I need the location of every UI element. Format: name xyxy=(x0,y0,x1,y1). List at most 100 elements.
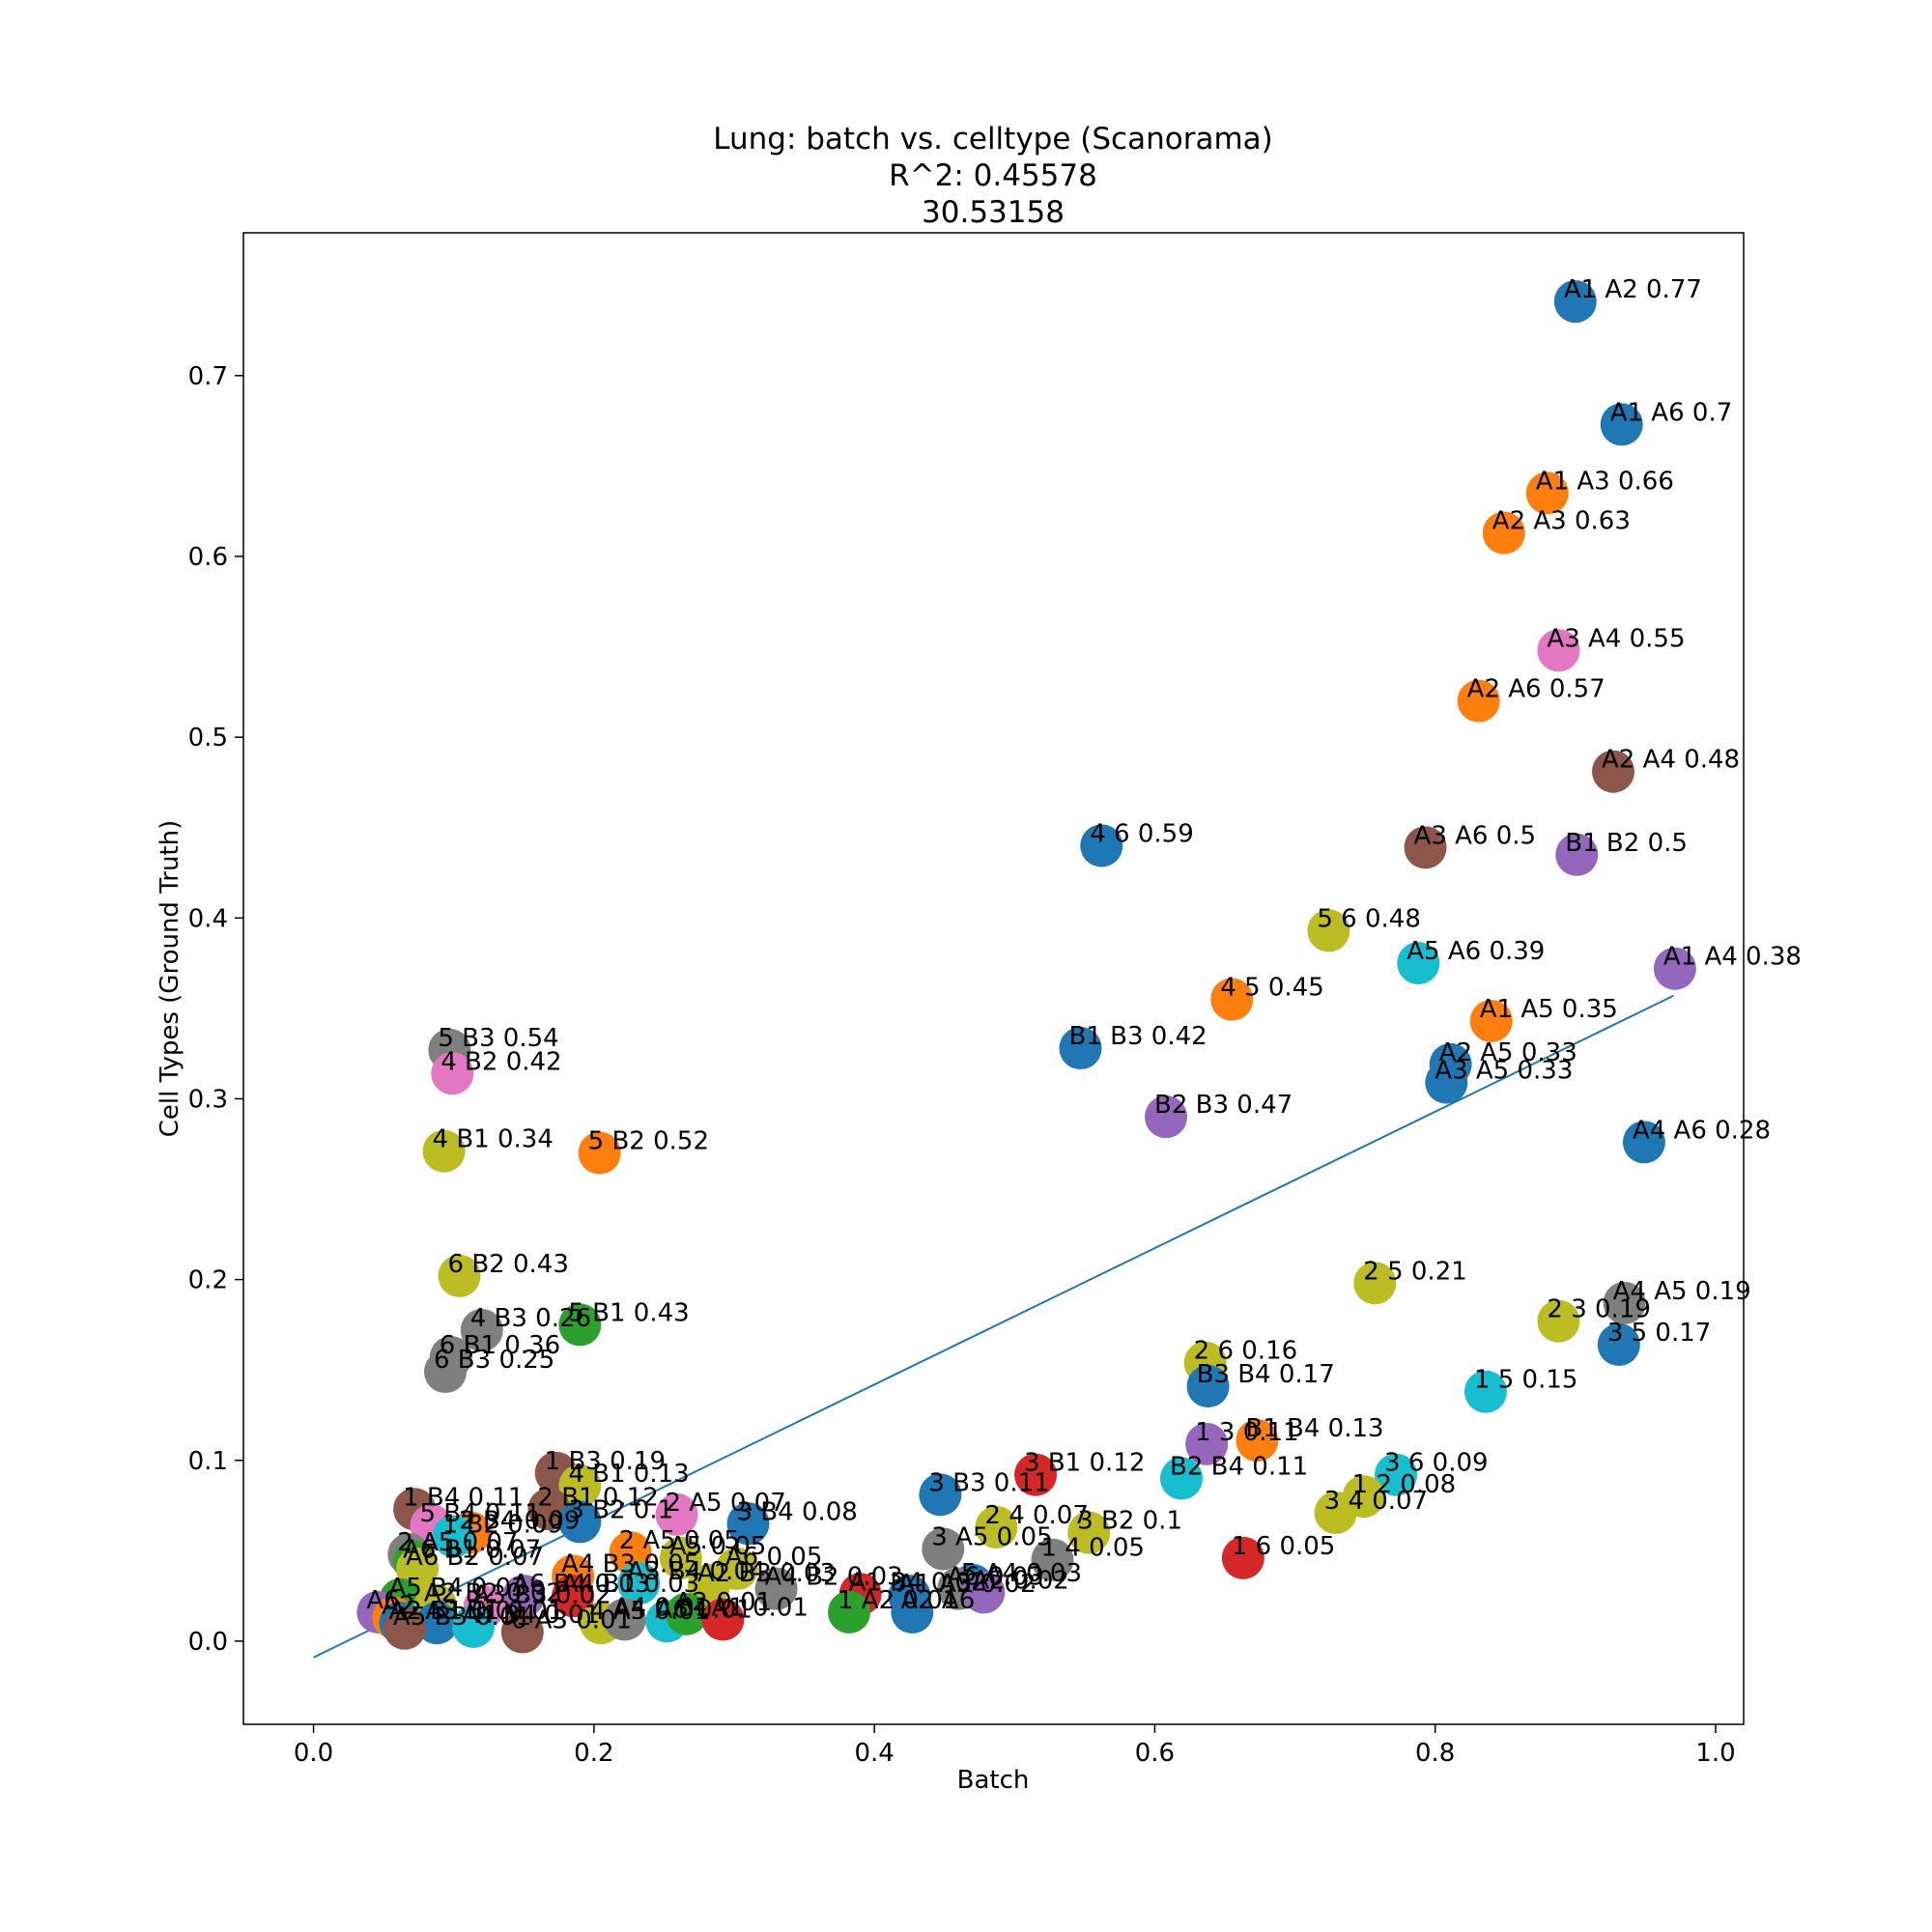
y-tick-label: 0.1 xyxy=(188,1447,228,1476)
scatter-point xyxy=(1537,629,1580,672)
plot-area: A1 A2 0.77 A1 A6 0.7 A1 A3 0.66 A2 A3 0.63 A… xyxy=(313,275,1802,1659)
scatter-point xyxy=(1159,1457,1203,1500)
point-label: 4 6 0.59 xyxy=(1090,819,1194,848)
scatter-point xyxy=(1031,1538,1074,1581)
scatter-point xyxy=(1457,679,1500,723)
point-label: A2 A4 0.48 xyxy=(1602,746,1740,775)
point-label: A2 A6 0.57 xyxy=(1467,675,1605,704)
point-label: 1 5 0.15 xyxy=(1474,1366,1578,1395)
point-label: A3 A5 0.33 xyxy=(1435,1057,1573,1086)
scatter-point xyxy=(1210,978,1254,1021)
scatter-point xyxy=(1397,942,1440,985)
y-tick-label: 0.7 xyxy=(188,362,228,391)
x-tick-label: 0.0 xyxy=(294,1739,333,1768)
point-label: 4 B1 0.34 xyxy=(433,1125,554,1154)
point-label: A1 A5 0.35 xyxy=(1480,995,1618,1024)
point-label: A4 A5 0.19 xyxy=(1613,1277,1751,1306)
scatter-point xyxy=(1482,511,1525,554)
point-label: A3 B4 0.04 xyxy=(627,1557,765,1586)
point-label: A6 xyxy=(366,1586,399,1615)
point-label: A1 A6 0.7 xyxy=(1610,398,1733,427)
point-label: 6 B2 0.43 xyxy=(448,1250,569,1279)
point-label: B1 B3 0.42 xyxy=(1068,1022,1207,1051)
point-label: 3 B3 0.11 xyxy=(928,1468,1049,1497)
point-label: 1 2 0.08 xyxy=(1352,1470,1457,1499)
x-tick-label: 0.6 xyxy=(1135,1739,1175,1768)
point-label: A1 B4 0.02 xyxy=(849,1568,987,1597)
y-tick-label: 0.2 xyxy=(188,1266,228,1295)
point-label: A4 B2 0.03 xyxy=(765,1563,903,1592)
scatter-point xyxy=(1404,826,1447,869)
point-label: 3 4 0.07 xyxy=(1324,1487,1429,1516)
point-label: A2 0.02 xyxy=(972,1566,1068,1595)
x-tick-label: 0.8 xyxy=(1415,1739,1455,1768)
point-label: 2 6 0.16 xyxy=(1194,1337,1298,1366)
point-label: A2 B2 0.02 xyxy=(424,1578,562,1607)
scatter-point xyxy=(1555,833,1599,876)
point-label: 2 4 0.07 xyxy=(984,1501,1089,1530)
point-label: A6 B4 0.03 xyxy=(512,1570,650,1599)
point-label: 4 B3 0.26 xyxy=(470,1304,591,1333)
scatter-point xyxy=(1185,1422,1229,1465)
scatter-point xyxy=(1314,1492,1357,1535)
point-label: B3 B4 0.17 xyxy=(1197,1360,1335,1389)
scatter-point xyxy=(1537,1299,1580,1343)
point-label: A1 A3 0.66 xyxy=(1536,467,1674,496)
scatter-point xyxy=(438,1254,481,1297)
x-tick-label: 0.2 xyxy=(574,1739,613,1768)
point-label: A1 0.01 xyxy=(711,1593,808,1622)
point-label: 5 B2 0.52 xyxy=(588,1127,709,1156)
scatter-point xyxy=(891,1590,934,1634)
point-label: 1 4 0.05 xyxy=(1040,1534,1145,1563)
scatter-point xyxy=(1653,947,1696,990)
scatter-point xyxy=(1622,1121,1665,1164)
point-label: 1 A2 0.01 xyxy=(838,1586,958,1615)
scatter-point xyxy=(687,1563,730,1606)
scatter-point xyxy=(1307,909,1350,952)
point-label: 4 5 0.45 xyxy=(1220,974,1324,1003)
point-label: 3 B4 0.08 xyxy=(737,1497,858,1526)
scatter-point xyxy=(1425,1061,1468,1104)
x-axis-ticks: 0.0 0.2 0.4 0.6 0.8 1.0 xyxy=(294,1724,1736,1768)
point-label: A5 B4 0.03 xyxy=(389,1574,527,1603)
point-label: B2 B3 0.47 xyxy=(1154,1091,1293,1120)
scatter-point xyxy=(415,1602,459,1645)
scatter-point xyxy=(1600,403,1643,446)
scatter-point xyxy=(975,1506,1018,1549)
scatter-point xyxy=(828,1590,871,1634)
y-axis-ticks: 0.0 0.1 0.2 0.3 0.4 0.5 0.6 0.7 xyxy=(188,362,243,1657)
point-label: A4 A6 0.28 xyxy=(1633,1116,1771,1145)
title-line-1: Lung: batch vs. celltype (Scanorama) xyxy=(713,122,1272,156)
scatter-point xyxy=(655,1492,698,1536)
scatter-point xyxy=(659,1536,702,1579)
scatter-point xyxy=(603,1598,646,1641)
point-label: A2 A3 0.63 xyxy=(1492,507,1631,536)
scatter-point xyxy=(383,1606,426,1650)
point-label: A6 0.05 xyxy=(725,1543,822,1572)
point-label: 5 B1 0.43 xyxy=(568,1298,689,1327)
scatter-point xyxy=(1592,750,1635,793)
point-label: 4 B1 0.13 xyxy=(568,1460,689,1489)
point-label: A2 A6 xyxy=(900,1586,975,1615)
point-label: A5 A6 0.39 xyxy=(1406,937,1545,966)
point-label: A4 B1 0.03 xyxy=(561,1570,699,1599)
title-line-2: R^2: 0.45578 xyxy=(889,158,1097,193)
point-label: 6 B3 0.25 xyxy=(434,1346,554,1375)
point-label: A2 B1 0.01 xyxy=(389,1597,527,1626)
scatter-point xyxy=(558,1303,602,1347)
y-tick-label: 0.3 xyxy=(188,1085,228,1114)
scatter-point xyxy=(1067,1511,1111,1554)
x-tick-label: 1.0 xyxy=(1695,1739,1735,1768)
point-label: A6 B1 0.07 xyxy=(403,1536,541,1565)
point-label: B1 B4 0.13 xyxy=(1245,1414,1383,1443)
point-label: A6 0.01 xyxy=(655,1595,752,1624)
scatter-point xyxy=(617,1562,661,1605)
point-label: 2 A5 0.07 xyxy=(665,1489,785,1518)
point-label: A2 xyxy=(382,1592,414,1621)
point-label: A2 0.01 xyxy=(675,1588,772,1617)
point-label: 5 6 0.48 xyxy=(1317,904,1421,933)
chart-title: Lung: batch vs. celltype (Scanorama) R^2… xyxy=(713,122,1272,230)
y-tick-label: 0.5 xyxy=(188,724,228,753)
point-label: 2 A5 0.07 xyxy=(397,1528,518,1557)
